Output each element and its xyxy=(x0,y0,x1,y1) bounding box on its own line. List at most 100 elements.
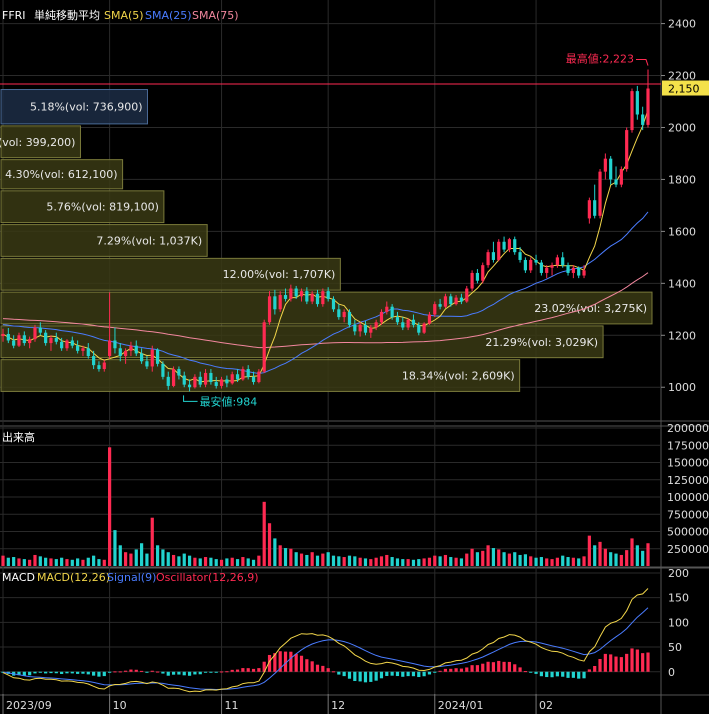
volume-bar xyxy=(294,552,298,566)
x-axis-label: 10 xyxy=(113,699,127,712)
candle-body xyxy=(449,296,453,305)
candle-body xyxy=(54,337,58,342)
volume-bar xyxy=(443,554,448,566)
candle-body xyxy=(459,297,464,302)
volume-bar xyxy=(219,559,224,566)
volume-bar xyxy=(166,552,170,566)
candle-body xyxy=(198,376,202,385)
candle-body xyxy=(422,323,426,333)
candle-body xyxy=(593,200,597,216)
candle-body xyxy=(28,339,32,344)
candle-body xyxy=(262,322,266,372)
volume-bar xyxy=(193,557,197,566)
volume-bar xyxy=(577,558,581,566)
candle-body xyxy=(566,265,570,273)
oscillator-bar xyxy=(491,662,496,672)
price-axis-label: 1200 xyxy=(668,329,696,342)
volume-bar xyxy=(411,559,416,566)
volume-bar xyxy=(177,556,181,566)
oscillator-bar xyxy=(155,671,160,673)
candle-body xyxy=(209,372,213,383)
candle-body xyxy=(539,262,543,273)
volume-bar xyxy=(321,553,325,566)
oscillator-bar xyxy=(577,671,581,679)
oscillator-bar xyxy=(145,671,149,673)
macd-lines xyxy=(2,588,649,693)
oscillator-bar xyxy=(267,654,272,672)
volume-bar xyxy=(28,559,32,566)
volume-bar xyxy=(315,555,320,566)
volume-bar xyxy=(209,557,213,566)
x-axis-label: 2023/09 xyxy=(6,699,52,712)
header-legend: FFRI 単純移動平均 SMA(5) SMA(25) SMA(75) xyxy=(2,8,239,22)
volume-bar xyxy=(214,559,218,566)
oscillator-bar xyxy=(193,671,197,675)
candle-body xyxy=(619,169,623,185)
macd-axis-label: 50 xyxy=(668,641,682,654)
volume-bar xyxy=(54,559,58,566)
volume-bar xyxy=(76,558,80,566)
volume-bar xyxy=(92,555,96,566)
candle-body xyxy=(529,259,533,271)
volume-bar xyxy=(379,556,384,566)
volume-bar xyxy=(155,545,160,566)
volume-profile-bar xyxy=(0,125,81,159)
macd-axis-label: 150 xyxy=(668,592,689,605)
volume-axis-label: 1000000 xyxy=(667,491,709,504)
volume-bar xyxy=(385,554,389,566)
volume-bars xyxy=(1,447,650,566)
candle-body xyxy=(246,369,250,377)
candle-body xyxy=(561,257,565,266)
oscillator-bar xyxy=(465,667,469,672)
oscillator-bar xyxy=(390,671,394,676)
volume-bar xyxy=(241,557,245,566)
oscillator-bar xyxy=(65,671,69,674)
candle-body xyxy=(433,304,437,315)
oscillator-bar xyxy=(561,671,565,677)
candle-body xyxy=(108,340,112,357)
oscillator-bar xyxy=(230,669,234,672)
candle-body xyxy=(193,376,197,388)
oscillator-bar xyxy=(241,668,245,672)
oscillator-bar xyxy=(395,671,400,677)
candle-body xyxy=(358,324,362,332)
candle-body xyxy=(65,340,69,349)
oscillator-bar xyxy=(427,671,432,675)
candle-body xyxy=(390,306,394,318)
oscillator-bar xyxy=(630,648,634,672)
macd-line xyxy=(2,588,649,693)
volume-axis-label: 1250000 xyxy=(667,474,709,487)
oscillator-bar xyxy=(571,671,575,678)
oscillator-bar xyxy=(625,653,629,672)
candle-body xyxy=(60,341,64,349)
oscillator-bar xyxy=(358,671,362,682)
macd-axis-label: 100 xyxy=(668,616,689,629)
volume-bar xyxy=(641,550,645,566)
oscillator-bar xyxy=(486,661,490,672)
oscillator-bar xyxy=(459,668,464,672)
candle-body xyxy=(502,241,506,250)
candle-body xyxy=(587,200,591,219)
volume-bar xyxy=(49,558,53,566)
oscillator-bar xyxy=(603,653,607,672)
volume-bar xyxy=(342,557,346,566)
candle-body xyxy=(582,270,586,276)
volume-bar xyxy=(171,554,176,566)
candle-body xyxy=(513,239,517,253)
candle-body xyxy=(395,317,400,323)
oscillator-bar xyxy=(443,668,448,672)
current-price-box xyxy=(662,80,709,96)
oscillator-bar xyxy=(60,671,64,674)
price-axis-label: 2200 xyxy=(668,70,696,83)
volume-bar xyxy=(646,543,650,566)
volume-bar xyxy=(358,557,362,566)
oscillator-legend: Oscillator(12,26,9) xyxy=(156,571,258,584)
price-axis-label: 2000 xyxy=(668,121,696,134)
oscillator-bar xyxy=(273,653,277,672)
candle-body xyxy=(182,375,186,385)
oscillator-bar xyxy=(38,671,42,673)
candle-body xyxy=(33,327,37,340)
volume-bar xyxy=(273,538,277,566)
oscillator-bar xyxy=(124,670,128,672)
oscillator-bar xyxy=(475,665,480,672)
